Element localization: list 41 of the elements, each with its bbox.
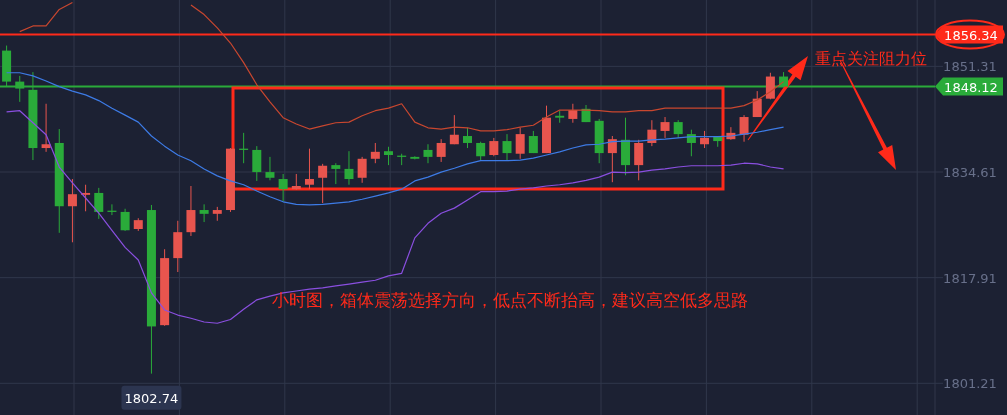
candlestick bbox=[331, 162, 341, 185]
candlestick bbox=[186, 185, 196, 237]
candlestick bbox=[607, 135, 617, 183]
candlestick bbox=[304, 148, 314, 190]
candlestick bbox=[67, 178, 77, 243]
candlestick bbox=[370, 142, 380, 164]
candlestick bbox=[752, 90, 762, 118]
y-tick-label: 1851.31 bbox=[943, 59, 997, 75]
ref-line-label: 1848.12 bbox=[944, 79, 998, 95]
candlestick bbox=[463, 127, 472, 149]
candlestick bbox=[765, 72, 775, 100]
line-series bbox=[5, 110, 785, 324]
candlestick bbox=[318, 163, 328, 204]
candlestick bbox=[739, 114, 749, 143]
candlestick bbox=[41, 103, 51, 153]
y-tick-label: 1817.91 bbox=[943, 270, 997, 286]
y-tick-label: 1801.21 bbox=[943, 376, 997, 392]
candlestick bbox=[502, 133, 512, 162]
candlestick bbox=[515, 127, 525, 160]
candlestick bbox=[94, 187, 104, 220]
ref-line-label: 1856.34 bbox=[944, 27, 998, 43]
candlestick bbox=[383, 146, 393, 166]
annotation: 1802.74 bbox=[124, 390, 179, 406]
candlestick bbox=[423, 143, 433, 164]
y-tick-label: 1834.61 bbox=[943, 165, 997, 181]
candlestick bbox=[449, 114, 459, 145]
candlestick bbox=[489, 137, 499, 157]
candlestick bbox=[120, 208, 130, 232]
candlestick bbox=[660, 116, 670, 139]
annotation: 小时图，箱体震荡选择方向，低点不断抬高，建议高空低多思路 bbox=[272, 290, 748, 310]
text: 重点关注阻力位 bbox=[815, 49, 927, 68]
candlestick bbox=[568, 103, 578, 124]
candlestick bbox=[436, 138, 446, 163]
candlestick bbox=[252, 145, 262, 182]
candlestick bbox=[344, 150, 354, 186]
candlestick bbox=[357, 156, 367, 184]
candlestick bbox=[199, 203, 209, 223]
candlestick bbox=[278, 173, 288, 203]
candlestick bbox=[265, 156, 275, 181]
candlestick bbox=[476, 141, 486, 162]
candlestick bbox=[634, 139, 644, 181]
